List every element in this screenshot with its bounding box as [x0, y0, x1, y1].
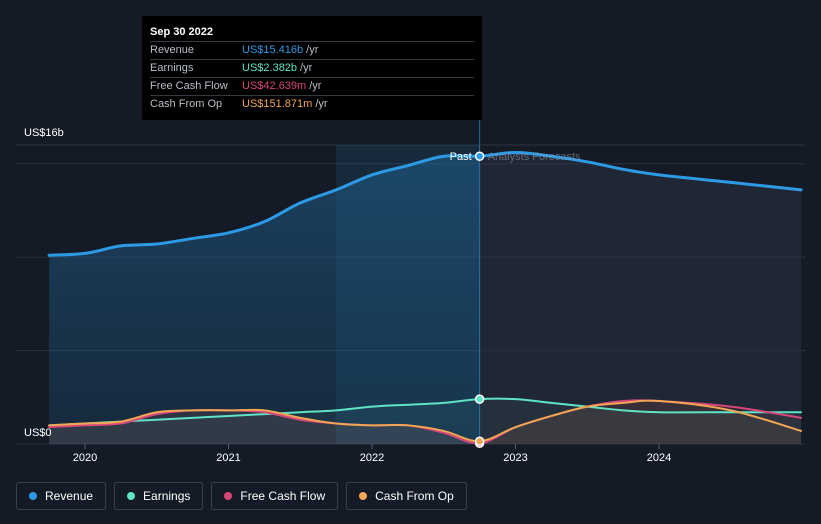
legend-label: Cash From Op [375, 489, 454, 503]
x-tick-label: 2023 [503, 452, 527, 464]
earnings-line [48, 397, 803, 427]
past-label: Past [450, 151, 472, 163]
series-lines [47, 150, 803, 445]
chart-area: US$16b US$0 2020 2021 2022 2023 2024 Past Ana… [16, 120, 805, 464]
legend-item-cash-from-op[interactable]: Cash From Op [346, 482, 467, 510]
chart-legend: Revenue Earnings Free Cash Flow Cash Fro… [16, 482, 467, 510]
tooltip-unit: /yr [315, 98, 328, 110]
legend-label: Earnings [143, 489, 191, 503]
cash-from-op-line [48, 399, 803, 443]
y-axis-labels: US$16b US$0 [24, 127, 64, 439]
tooltip-value: US$2.382b [242, 62, 298, 74]
x-tick-label: 2022 [360, 452, 384, 464]
y-tick-label: US$16b [24, 127, 64, 139]
revenue-area [49, 155, 480, 444]
legend-label: Revenue [45, 489, 94, 503]
earnings-dot-icon [127, 492, 136, 500]
legend-item-free-cash-flow[interactable]: Free Cash Flow [211, 482, 339, 510]
tooltip-row-earnings: Earnings US$2.382b /yr [150, 59, 474, 77]
tooltip-unit: /yr [309, 80, 322, 92]
x-tick-label: 2024 [647, 452, 671, 464]
tooltip-row-free-cash-flow: Free Cash Flow US$42.639m /yr [150, 77, 474, 95]
tooltip-label: Free Cash Flow [150, 80, 228, 92]
legend-item-earnings[interactable]: Earnings [114, 482, 204, 510]
free-cash-flow-dot-icon [224, 492, 233, 500]
tooltip-unit: /yr [306, 44, 319, 56]
earnings-marker [474, 394, 485, 404]
hover-markers [474, 151, 485, 449]
y-tick-label: US$0 [24, 427, 52, 439]
x-tick-label: 2021 [216, 452, 240, 464]
revenue-forecast-area [479, 152, 802, 444]
cash-from-op-marker [474, 436, 485, 446]
revenue-marker [474, 151, 485, 161]
x-tick-label: 2020 [73, 452, 97, 464]
tooltip-value: US$151.871m [242, 98, 313, 110]
revenue-line [47, 150, 803, 257]
tooltip-value: US$42.639m [242, 80, 307, 92]
tooltip-row-cash-from-op: Cash From Op US$151.871m /yr [150, 95, 474, 113]
tooltip-label: Cash From Op [150, 98, 223, 110]
tooltip-label: Revenue [150, 44, 195, 56]
series-areas [49, 152, 802, 444]
forecast-label: Analysts Forecasts [488, 151, 581, 163]
revenue-dot-icon [29, 492, 37, 500]
tooltip-value: US$15.416b [242, 44, 304, 56]
tooltip-date: Sep 30 2022 [150, 26, 213, 38]
legend-item-revenue[interactable]: Revenue [16, 482, 107, 510]
tooltip-unit: /yr [300, 62, 313, 74]
data-tooltip: Sep 30 2022 Revenue US$15.416b /yr Earni… [142, 16, 482, 120]
legend-label: Free Cash Flow [240, 489, 326, 503]
tooltip-label: Earnings [150, 62, 194, 74]
cash-from-op-dot-icon [359, 492, 368, 500]
x-axis-labels: 2020 2021 2022 2023 2024 [73, 444, 671, 464]
tooltip-row-revenue: Revenue US$15.416b /yr [150, 41, 474, 59]
